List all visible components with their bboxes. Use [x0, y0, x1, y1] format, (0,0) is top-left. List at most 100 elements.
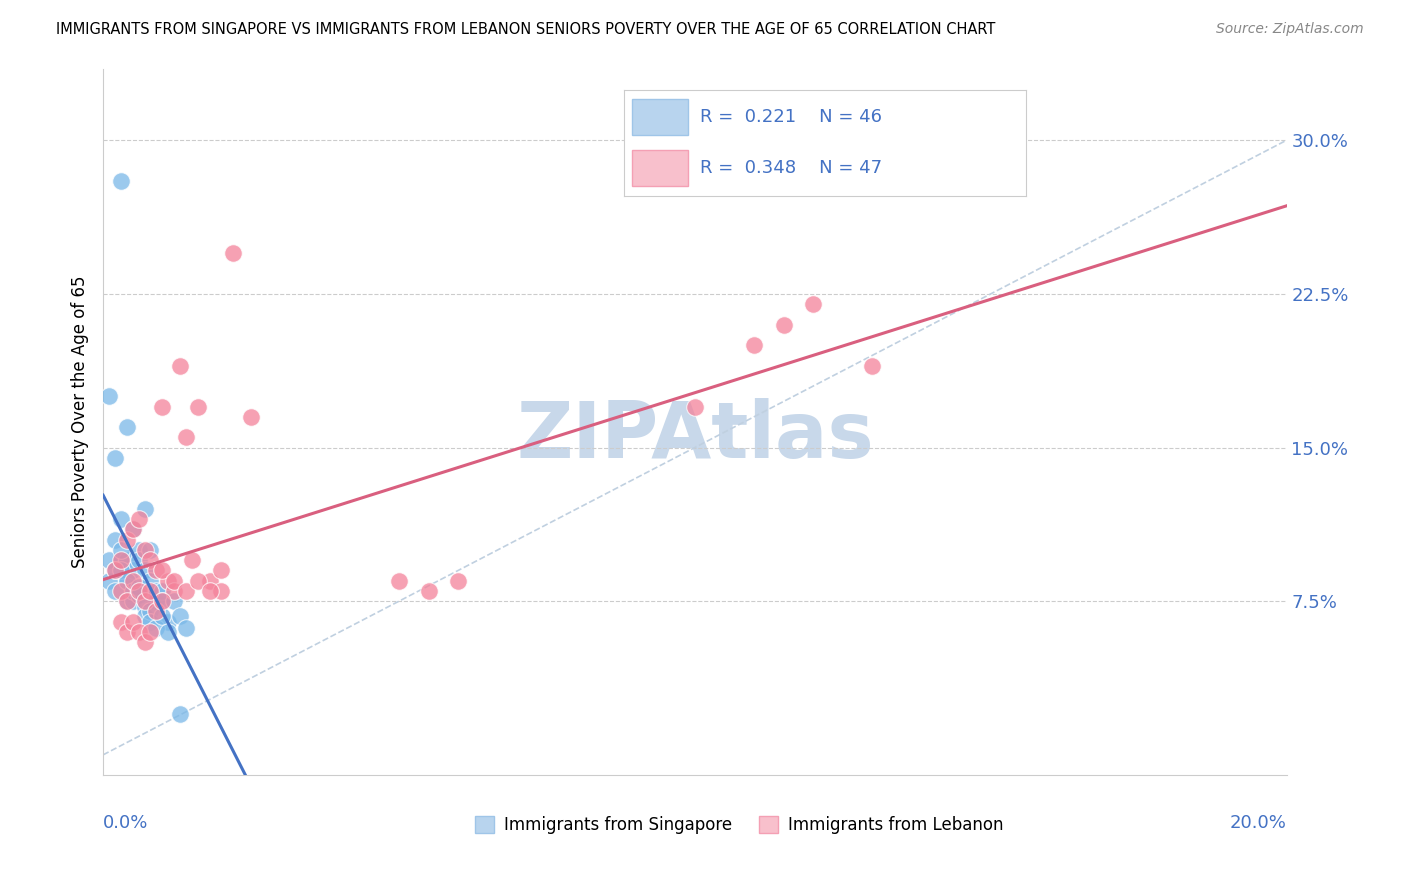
Text: 20.0%: 20.0% — [1230, 814, 1286, 832]
Point — [150, 400, 173, 414]
Point — [139, 583, 162, 598]
Point — [163, 583, 186, 598]
Point — [174, 621, 197, 635]
Point — [134, 564, 156, 578]
Point — [115, 574, 138, 588]
Point — [104, 583, 127, 598]
Point — [115, 420, 138, 434]
Text: IMMIGRANTS FROM SINGAPORE VS IMMIGRANTS FROM LEBANON SENIORS POVERTY OVER THE AG: IMMIGRANTS FROM SINGAPORE VS IMMIGRANTS … — [56, 22, 995, 37]
Point — [139, 553, 162, 567]
Point — [115, 594, 138, 608]
Point — [139, 574, 162, 588]
Point — [742, 338, 765, 352]
Point — [683, 400, 706, 414]
Point — [121, 615, 143, 629]
Point — [98, 574, 121, 588]
Point — [801, 297, 824, 311]
Point — [139, 615, 162, 629]
Point — [134, 608, 156, 623]
Point — [110, 512, 132, 526]
Point — [134, 635, 156, 649]
Point — [121, 583, 143, 598]
Point — [128, 583, 150, 598]
Point — [110, 615, 132, 629]
Point — [150, 583, 173, 598]
Point — [169, 608, 191, 623]
Point — [98, 389, 121, 403]
Point — [128, 543, 150, 558]
Point — [157, 574, 180, 588]
Point — [150, 608, 173, 623]
Point — [198, 574, 221, 588]
Point — [104, 450, 127, 465]
Point — [115, 533, 138, 547]
Point — [150, 564, 173, 578]
Point — [128, 512, 150, 526]
Point — [772, 318, 794, 332]
Point — [128, 588, 150, 602]
Point — [110, 553, 132, 567]
Text: Immigrants from Singapore: Immigrants from Singapore — [505, 816, 733, 834]
Y-axis label: Seniors Poverty Over the Age of 65: Seniors Poverty Over the Age of 65 — [72, 276, 89, 568]
Text: Immigrants from Lebanon: Immigrants from Lebanon — [789, 816, 1004, 834]
Point — [145, 621, 167, 635]
Point — [110, 543, 132, 558]
Point — [174, 430, 197, 444]
Point — [121, 583, 143, 598]
Point — [134, 600, 156, 615]
Point — [121, 574, 143, 588]
Point — [145, 604, 167, 618]
Text: ZIPAtlas: ZIPAtlas — [516, 398, 873, 474]
Point — [128, 580, 150, 594]
FancyBboxPatch shape — [475, 816, 494, 833]
Point — [150, 594, 173, 608]
Point — [134, 543, 156, 558]
Point — [110, 564, 132, 578]
Point — [163, 574, 186, 588]
Text: Source: ZipAtlas.com: Source: ZipAtlas.com — [1216, 22, 1364, 37]
Point — [128, 624, 150, 639]
Point — [145, 594, 167, 608]
Point — [388, 574, 411, 588]
Point — [121, 523, 143, 537]
Point — [121, 523, 143, 537]
Point — [174, 583, 197, 598]
Point — [134, 502, 156, 516]
Point — [418, 583, 440, 598]
Point — [115, 594, 138, 608]
Point — [98, 553, 121, 567]
Point — [187, 574, 209, 588]
Point — [115, 574, 138, 588]
Point — [110, 583, 132, 598]
Point — [121, 564, 143, 578]
Point — [115, 553, 138, 567]
Point — [169, 706, 191, 721]
Point — [139, 604, 162, 618]
Point — [211, 564, 233, 578]
Point — [134, 594, 156, 608]
Point — [157, 624, 180, 639]
Point — [110, 553, 132, 567]
Point — [139, 543, 162, 558]
Point — [104, 533, 127, 547]
Point — [211, 583, 233, 598]
Point — [121, 594, 143, 608]
Point — [150, 594, 173, 608]
Point — [240, 409, 263, 424]
Point — [104, 564, 127, 578]
Point — [187, 400, 209, 414]
Point — [110, 174, 132, 188]
Point — [128, 553, 150, 567]
Point — [447, 574, 470, 588]
Point — [222, 246, 245, 260]
Point — [157, 615, 180, 629]
Point — [139, 624, 162, 639]
Point — [145, 583, 167, 598]
FancyBboxPatch shape — [759, 816, 778, 833]
Point — [198, 583, 221, 598]
Point — [145, 564, 167, 578]
Point — [104, 564, 127, 578]
Point — [169, 359, 191, 373]
Text: 0.0%: 0.0% — [103, 814, 149, 832]
Point — [180, 553, 202, 567]
